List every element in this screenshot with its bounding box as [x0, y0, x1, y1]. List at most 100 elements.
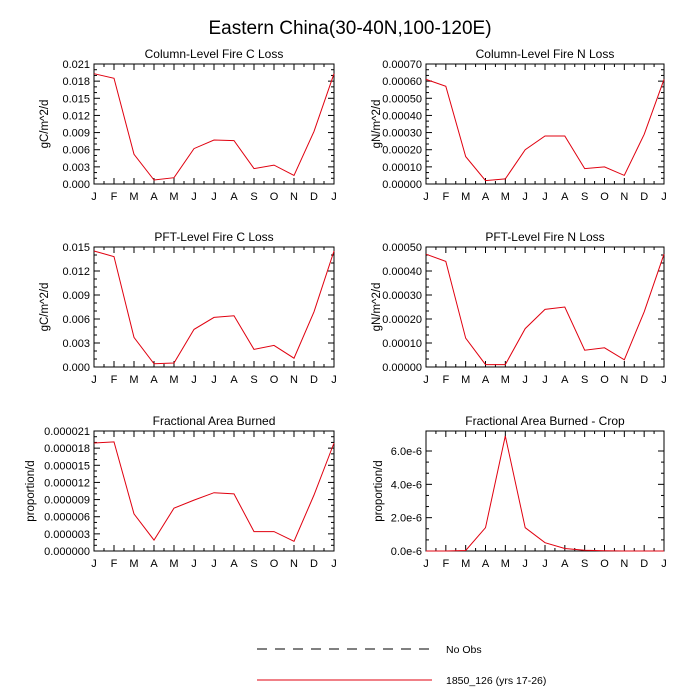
y-tick-label: 0.015 [62, 242, 90, 254]
x-tick-label: J [542, 558, 548, 570]
figure-title: Eastern China(30-40N,100-120E) [208, 18, 491, 39]
x-tick-label: J [542, 374, 548, 386]
x-tick-label: A [150, 191, 158, 203]
x-tick-label: J [211, 191, 217, 203]
x-tick-label: F [442, 191, 449, 203]
x-tick-label: J [191, 374, 197, 386]
y-axis-label: gC/m^2/d [39, 100, 51, 149]
x-tick-label: O [270, 374, 279, 386]
y-tick-label: 0.00030 [382, 128, 422, 140]
x-tick-label: M [461, 374, 470, 386]
series-line [93, 441, 335, 542]
x-tick-label: S [250, 191, 257, 203]
x-tick-label: J [522, 191, 528, 203]
x-tick-label: J [661, 191, 667, 203]
x-tick-label: J [522, 558, 528, 570]
x-tick-label: J [331, 191, 337, 203]
panel-title: Fractional Area Burned - Crop [465, 414, 625, 428]
y-tick-label: 0.015 [62, 93, 90, 105]
y-tick-label: 0.000012 [44, 477, 90, 489]
y-tick-label: 0.00060 [382, 76, 422, 88]
y-tick-label: 0.012 [62, 266, 90, 278]
x-tick-label: J [331, 374, 337, 386]
y-tick-label: 0.000021 [44, 426, 90, 438]
x-tick-label: M [501, 374, 510, 386]
x-tick-label: O [600, 558, 609, 570]
y-tick-label: 0.00000 [382, 179, 422, 191]
y-tick-label: 0.00070 [382, 59, 422, 71]
y-tick-label: 0.009 [62, 290, 90, 302]
y-axis-label: gN/m^2/d [371, 283, 383, 332]
x-tick-label: M [129, 374, 138, 386]
x-tick-label: M [129, 191, 138, 203]
x-tick-label: O [270, 558, 279, 570]
x-tick-label: J [331, 558, 337, 570]
x-tick-label: F [111, 191, 118, 203]
y-tick-label: 0.006 [62, 314, 90, 326]
y-axis-label: gC/m^2/d [39, 283, 51, 332]
x-tick-label: J [423, 191, 429, 203]
x-tick-label: J [91, 191, 97, 203]
y-tick-label: 0.018 [62, 76, 90, 88]
x-tick-label: M [169, 558, 178, 570]
legend-label: 1850_126 (yrs 17-26) [446, 675, 546, 687]
x-tick-label: M [461, 191, 470, 203]
x-tick-label: A [150, 558, 158, 570]
y-axis-label: proportion/d [373, 460, 385, 521]
x-tick-label: J [522, 374, 528, 386]
x-tick-label: F [111, 558, 118, 570]
x-tick-label: S [581, 558, 588, 570]
y-tick-label: 0.000009 [44, 495, 90, 507]
y-tick-label: 0.000 [62, 362, 90, 374]
x-tick-label: A [482, 191, 490, 203]
legend-entry: No Obs [257, 644, 482, 656]
panel-title: PFT-Level Fire C Loss [154, 230, 273, 244]
y-tick-label: 0.003 [62, 162, 90, 174]
y-tick-label: 0.00030 [382, 290, 422, 302]
y-tick-label: 2.0e-6 [391, 513, 422, 525]
y-tick-label: 0.00020 [382, 314, 422, 326]
y-tick-label: 0.00010 [382, 162, 422, 174]
x-tick-label: J [211, 374, 217, 386]
x-tick-label: J [423, 374, 429, 386]
x-tick-label: M [169, 374, 178, 386]
x-tick-label: J [661, 374, 667, 386]
y-tick-label: 0.000018 [44, 443, 90, 455]
y-tick-label: 0.006 [62, 145, 90, 157]
panel-title: PFT-Level Fire N Loss [485, 230, 604, 244]
x-tick-label: O [600, 374, 609, 386]
x-tick-label: A [230, 374, 238, 386]
y-tick-label: 0.00020 [382, 145, 422, 157]
x-tick-label: A [230, 558, 238, 570]
x-tick-label: D [640, 374, 648, 386]
x-tick-label: D [310, 374, 318, 386]
x-tick-label: J [423, 558, 429, 570]
y-tick-label: 0.00050 [382, 242, 422, 254]
x-tick-label: J [542, 191, 548, 203]
y-tick-label: 0.00000 [382, 362, 422, 374]
x-tick-label: A [230, 191, 238, 203]
x-tick-label: D [310, 558, 318, 570]
x-tick-label: N [620, 374, 628, 386]
legend: No Obs 1850_126 (yrs 17-26) [257, 644, 546, 687]
y-tick-label: 4.0e-6 [391, 479, 422, 491]
x-tick-label: M [129, 558, 138, 570]
y-axis-label: gN/m^2/d [371, 100, 383, 149]
x-tick-label: J [91, 374, 97, 386]
x-tick-label: N [620, 558, 628, 570]
x-tick-label: S [581, 191, 588, 203]
series-line [93, 73, 335, 181]
series-line [426, 435, 664, 552]
x-tick-label: D [640, 558, 648, 570]
plot-frame [425, 430, 665, 552]
y-tick-label: 0.000003 [44, 529, 90, 541]
x-tick-label: O [600, 191, 609, 203]
x-tick-label: N [290, 191, 298, 203]
x-tick-label: A [482, 374, 490, 386]
x-tick-label: D [310, 191, 318, 203]
y-tick-label: 0.0e-6 [391, 546, 422, 558]
x-tick-label: F [111, 374, 118, 386]
